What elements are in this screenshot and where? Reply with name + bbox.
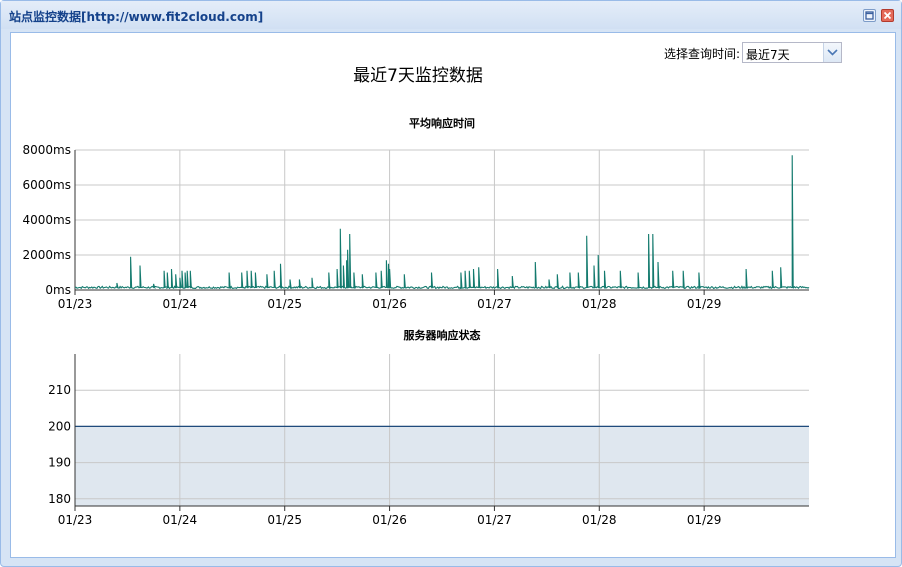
window-body: 平均响应时间 0ms 2000ms 4000ms 6000ms 8000ms 01/23 01…: [10, 32, 896, 558]
query-time-label: 选择查询时间:: [664, 47, 741, 61]
charts-canvas: 平均响应时间 0ms 2000ms 4000ms 6000ms 8000ms 01/23 01…: [23, 116, 810, 527]
chart1-x-tick-label: 01/26: [372, 297, 407, 311]
chart2-y-tick-label: 210: [48, 383, 71, 397]
chart1-y-tick-label: 6000ms: [23, 178, 71, 192]
chart1-series-line: [74, 155, 810, 290]
chart2-y-tick-label: 200: [48, 419, 71, 433]
chart1-x-tick-label: 01/28: [582, 297, 617, 311]
time-range-value: 最近7天: [746, 48, 790, 62]
chart1-x-tick-label: 01/25: [267, 297, 302, 311]
chart1-x-tick-label: 01/23: [58, 297, 93, 311]
page-title: 最近7天监控数据: [353, 66, 483, 86]
time-range-trigger[interactable]: [823, 43, 841, 62]
restore-icon: [865, 11, 874, 20]
chart1-x-tick-label: 01/29: [687, 297, 722, 311]
chart2-y-tick-label: 180: [48, 492, 71, 506]
chart1-y-tick-label: 2000ms: [23, 248, 71, 262]
chart2-x-tick-label: 01/23: [58, 513, 93, 527]
chart2-x-tick-label: 01/24: [163, 513, 198, 527]
chart1-y-tick-label: 8000ms: [23, 143, 71, 157]
restore-window-button[interactable]: [863, 9, 876, 22]
chart2-x-tick-label: 01/28: [582, 513, 617, 527]
chart2-x-tick-label: 01/25: [267, 513, 302, 527]
chart2-area-fill: [75, 426, 809, 506]
close-window-button[interactable]: [881, 9, 894, 22]
chart1-title: 平均响应时间: [409, 116, 475, 130]
window-titlebar[interactable]: 站点监控数据[http://www.fit2cloud.com]: [1, 1, 901, 29]
chart2-x-tick-label: 01/29: [687, 513, 722, 527]
time-range-select[interactable]: 最近7天: [742, 42, 842, 63]
chart1-x-tick-label: 01/27: [477, 297, 512, 311]
chart2-y-tick-label: 190: [48, 456, 71, 470]
window-title: 站点监控数据[http://www.fit2cloud.com]: [9, 10, 264, 24]
chevron-down-icon: [827, 49, 838, 56]
chart1-y-tick-label: 4000ms: [23, 213, 71, 227]
chart2-x-tick-label: 01/26: [372, 513, 407, 527]
chart2-title: 服务器响应状态: [404, 328, 481, 342]
close-icon: [883, 11, 892, 20]
chart1-y-tick-label: 0ms: [45, 283, 71, 297]
chart2-x-tick-label: 01/27: [477, 513, 512, 527]
chart1-x-tick-label: 01/24: [163, 297, 198, 311]
